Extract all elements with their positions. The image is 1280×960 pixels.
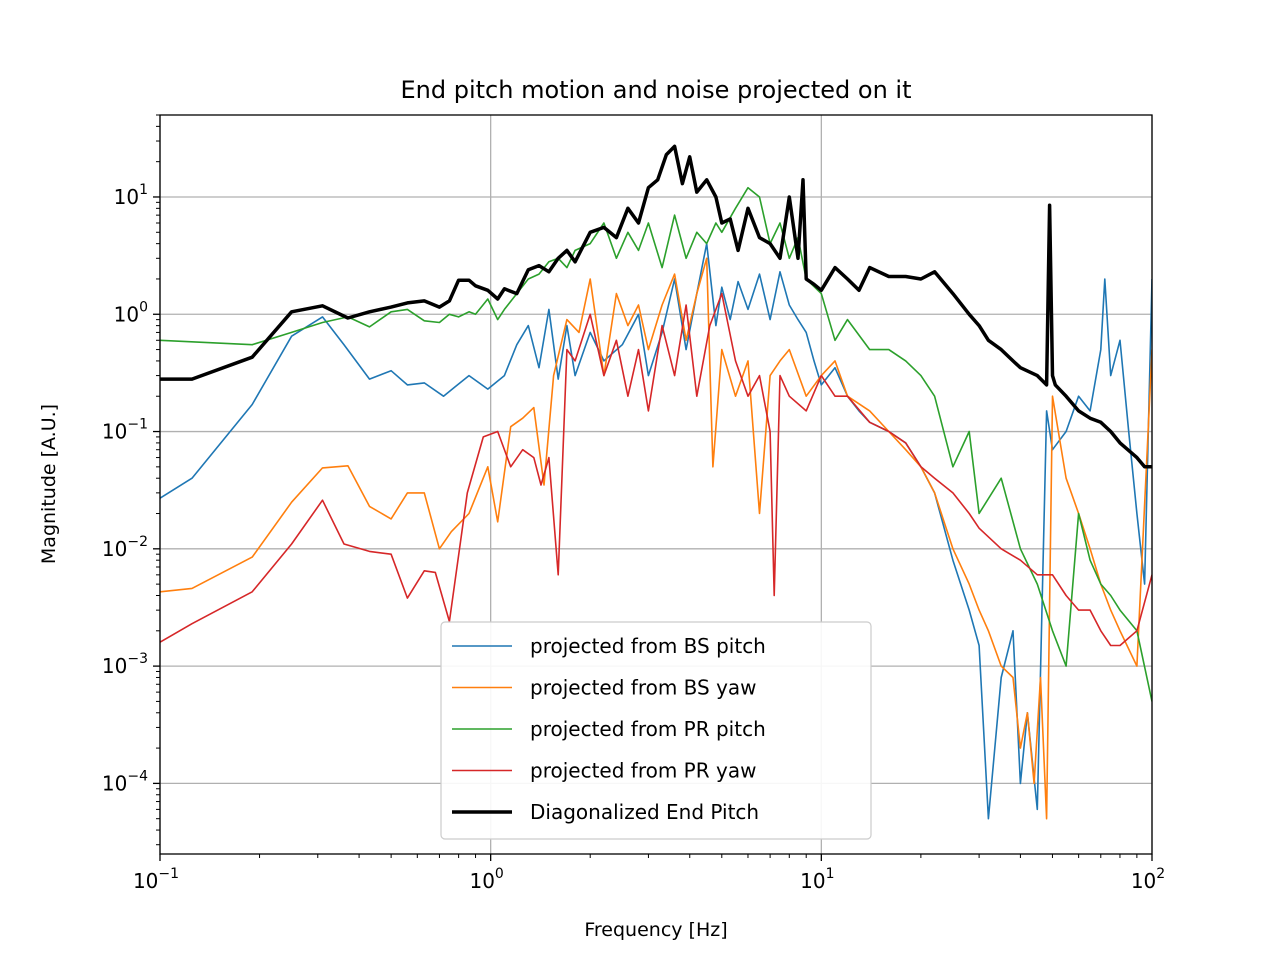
- x-tick-label: 10−1: [133, 866, 179, 893]
- series-projected-from-bs-pitch: [160, 242, 1152, 820]
- y-tick-label: 100: [114, 299, 148, 326]
- legend-item: projected from PR pitch: [452, 717, 766, 741]
- series-projected-from-pr-yaw: [160, 292, 1152, 647]
- series-layer: [160, 144, 1152, 820]
- axes-frame: [159, 114, 1153, 855]
- legend-label: projected from PR pitch: [530, 717, 766, 741]
- legend-item: Diagonalized End Pitch: [452, 800, 759, 824]
- legend-item: projected from PR yaw: [452, 759, 756, 783]
- y-axis-label: Magnitude [A.U.]: [38, 404, 60, 564]
- x-tick-label: 101: [800, 866, 834, 893]
- legend-label: projected from PR yaw: [530, 759, 756, 783]
- plot-area: [160, 144, 1152, 820]
- legend: projected from BS pitch projected from BS…: [440, 621, 872, 840]
- y-tick-label: 10−2: [102, 534, 148, 561]
- y-tick-label: 101: [114, 182, 148, 209]
- legend-box: [440, 621, 872, 840]
- y-tick-label: 10−1: [102, 417, 148, 444]
- chart-title: End pitch motion and noise projected on …: [400, 76, 911, 104]
- y-tick-label: 10−4: [102, 768, 148, 795]
- legend-item: projected from BS pitch: [452, 634, 766, 658]
- legend-label: projected from BS pitch: [530, 634, 766, 658]
- ticks: [153, 114, 1153, 861]
- legend-item: projected from BS yaw: [452, 676, 757, 700]
- x-tick-label: 102: [1131, 866, 1165, 893]
- tick-labels: 10−1 100 101 102 101 100 10−1 10−2 10−3 10−4: [102, 182, 1165, 893]
- legend-label: projected from BS yaw: [530, 676, 757, 700]
- y-tick-label: 10−3: [102, 651, 148, 678]
- x-axis-label: Frequency [Hz]: [584, 919, 727, 941]
- series-projected-from-pr-pitch: [160, 186, 1152, 702]
- legend-label: Diagonalized End Pitch: [530, 800, 759, 824]
- x-tick-label: 100: [469, 866, 503, 893]
- series-diagonalized-end-pitch: [160, 144, 1152, 469]
- series-projected-from-bs-yaw: [160, 257, 1152, 820]
